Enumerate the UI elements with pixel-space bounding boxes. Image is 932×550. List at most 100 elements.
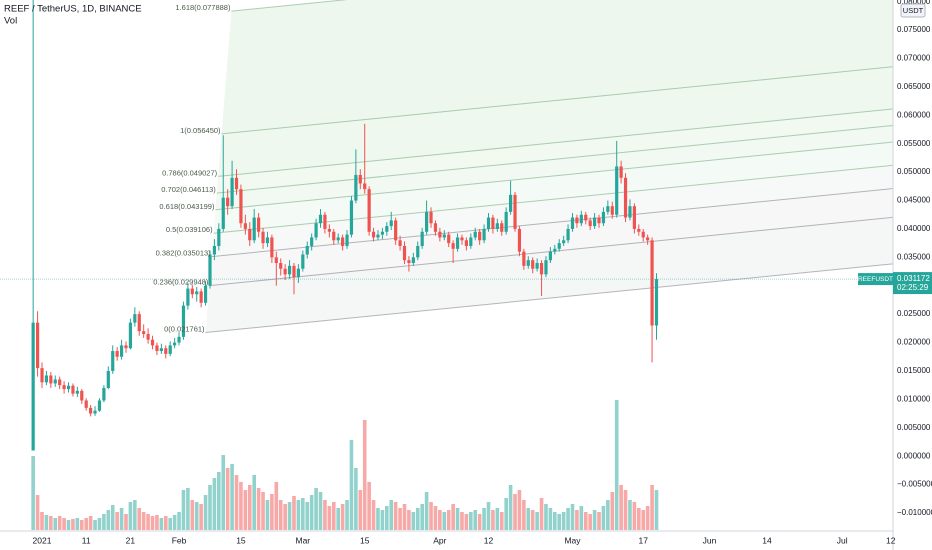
fib-line <box>221 66 893 135</box>
volume-bar <box>349 440 354 530</box>
candle-body <box>500 223 504 232</box>
volume-bar <box>292 496 296 530</box>
volume-bar <box>522 500 526 530</box>
volume-bar <box>588 514 592 530</box>
candle-body <box>632 206 636 229</box>
candle-body <box>610 206 614 215</box>
volume-bar <box>566 508 570 530</box>
candle-body <box>641 231 645 238</box>
volume-bar <box>526 508 531 530</box>
volume-bar <box>252 475 256 530</box>
candle-body <box>226 197 230 207</box>
fib-line <box>211 188 893 258</box>
candle-body <box>566 228 570 241</box>
candle-body <box>40 368 44 383</box>
candle-body <box>283 268 287 275</box>
volume-bar <box>623 490 628 530</box>
volume-bar <box>256 488 261 530</box>
volume-bar <box>115 512 119 530</box>
x-tick-label: 11 <box>82 535 91 545</box>
volume-bar <box>168 518 173 530</box>
candle-body <box>243 223 247 229</box>
volume-bar <box>88 516 93 530</box>
candle-body <box>398 240 402 246</box>
candle-body <box>650 240 654 326</box>
x-tick-label: 14 <box>762 535 772 545</box>
x-tick-label: 2021 <box>33 535 52 545</box>
volume-bar <box>309 495 314 530</box>
y-tick-label: 0.025000 <box>897 309 931 318</box>
candle-body <box>522 251 526 266</box>
volume-bar <box>442 512 447 530</box>
candle-body <box>287 265 292 275</box>
candle-body <box>44 375 49 383</box>
candle-body <box>111 351 115 371</box>
y-tick-label: 0.015000 <box>897 366 931 375</box>
volume-bar <box>601 506 606 530</box>
volume-bar <box>66 520 71 530</box>
last-price-label: 0.031172 <box>897 274 930 283</box>
volume-bar <box>106 510 111 530</box>
volume-bar <box>446 510 451 530</box>
volume-bar <box>495 508 500 530</box>
candle-body <box>358 174 362 184</box>
volume-bar <box>159 518 164 530</box>
y-tick-label: 0.075000 <box>897 25 931 34</box>
candle-body <box>332 231 336 241</box>
fib-band <box>215 125 893 210</box>
candle-body <box>495 223 499 229</box>
volume-bar <box>389 500 394 530</box>
candle-body <box>447 234 451 244</box>
candle-body <box>482 228 486 241</box>
volume-bar <box>71 519 75 530</box>
volume-bar <box>340 504 345 530</box>
candle-body <box>97 400 102 411</box>
x-tick-label: 15 <box>360 535 370 545</box>
volume-bar <box>84 518 89 530</box>
candle-body <box>628 206 632 218</box>
candle-body <box>261 231 265 244</box>
candle-body <box>265 237 270 244</box>
volume-bar <box>362 420 367 530</box>
x-tick-label: 12 <box>886 535 896 545</box>
candle-body <box>257 217 261 232</box>
x-tick-label: 21 <box>126 535 136 545</box>
volume-bar <box>610 492 615 530</box>
volume-bar <box>345 500 349 530</box>
candle-body <box>49 375 53 384</box>
candle-body <box>89 407 93 414</box>
candle-body <box>442 234 446 238</box>
candle-body <box>80 390 84 401</box>
candle-body <box>66 385 71 390</box>
fib-line <box>205 263 893 334</box>
fib-line <box>231 0 348 12</box>
volume-bar <box>49 516 53 530</box>
candle-body <box>221 197 225 229</box>
candle-body <box>35 322 40 369</box>
candle-body <box>274 257 278 264</box>
y-tick-label: 0.070000 <box>897 54 931 63</box>
volume-bar <box>530 510 535 530</box>
candle-body <box>119 345 124 357</box>
currency-label: USDT <box>903 6 924 15</box>
y-tick-label: 0.005000 <box>897 423 931 432</box>
y-tick-label: 0.010000 <box>897 394 931 403</box>
volume-bar <box>287 502 292 530</box>
volume-bar <box>535 512 539 530</box>
candle-body <box>597 217 601 224</box>
candle-body <box>155 345 159 352</box>
fib-label: 0.382(0.035013) <box>156 249 212 258</box>
volume-bar <box>517 490 522 530</box>
candle-body <box>314 223 318 238</box>
candle-body <box>53 379 57 384</box>
fib-line <box>215 141 893 211</box>
candle-body <box>318 214 323 224</box>
volume-bar <box>411 512 416 530</box>
volume-bar <box>464 514 469 530</box>
candle-body <box>402 245 407 261</box>
volume-bar <box>243 490 248 530</box>
volume-bar <box>301 498 305 530</box>
volume-bar <box>212 478 217 530</box>
fib-label: 1(0.056450) <box>180 126 221 135</box>
candle-body <box>93 410 97 414</box>
